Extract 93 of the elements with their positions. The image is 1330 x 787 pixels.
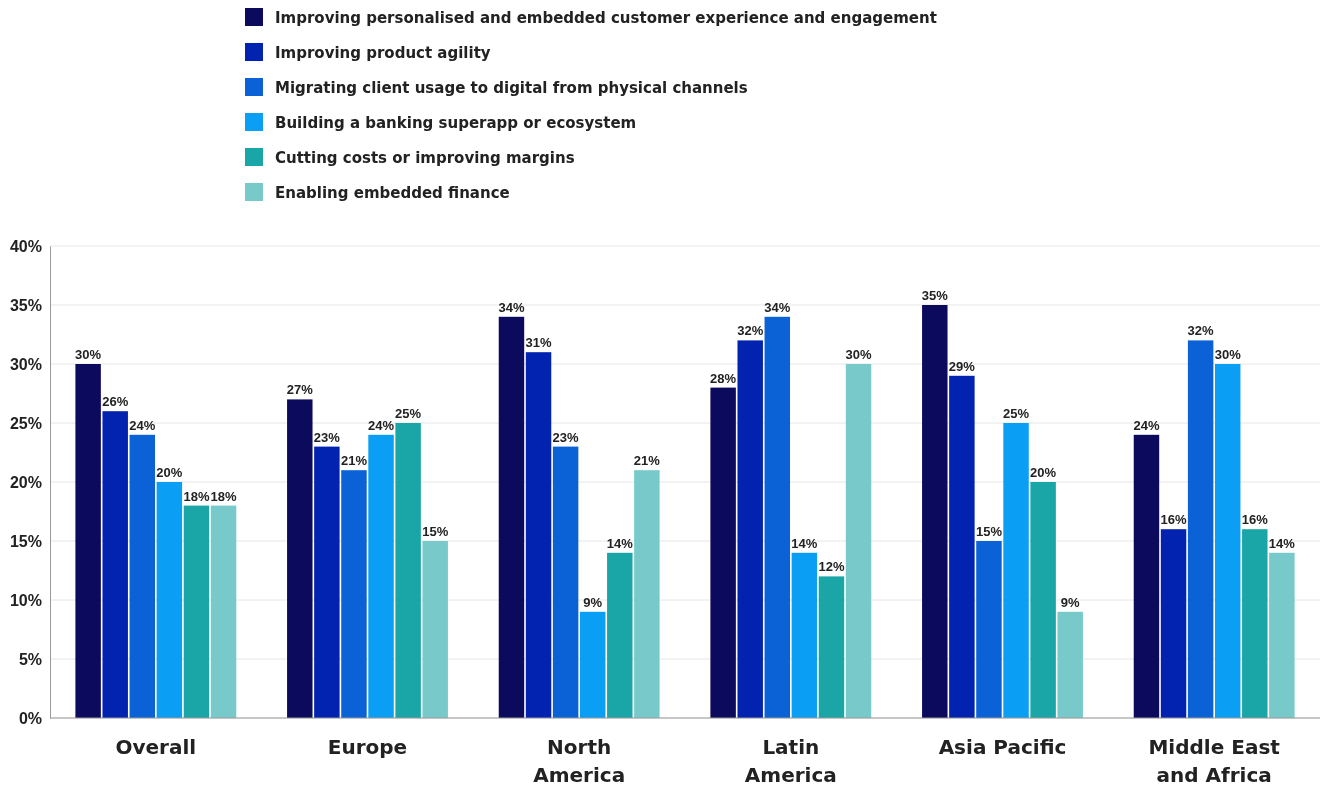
data-label: 27% xyxy=(286,382,314,398)
data-label: 20% xyxy=(156,465,183,480)
data-label: 34% xyxy=(764,299,791,315)
bar xyxy=(1003,423,1029,718)
x-tick-label: Latin America xyxy=(744,735,837,787)
x-tick-label: Middle East and Africa xyxy=(1148,735,1281,787)
data-label: 32% xyxy=(1187,323,1215,339)
data-label: 28% xyxy=(710,370,737,386)
y-tick-label: 40% xyxy=(9,237,42,255)
legend-label: Building a banking superapp or ecosystem xyxy=(275,114,637,132)
data-label: 18% xyxy=(183,488,210,504)
x-tick-label: Overall xyxy=(115,735,197,759)
y-tick-label: 15% xyxy=(9,532,42,550)
data-label: 30% xyxy=(845,347,872,362)
data-label: 21% xyxy=(340,453,368,469)
data-label: 29% xyxy=(948,358,976,374)
data-label: 14% xyxy=(1268,535,1296,551)
bar xyxy=(341,470,367,718)
bar xyxy=(791,552,818,718)
bar xyxy=(422,541,448,718)
data-label: 24% xyxy=(1133,417,1160,433)
bar xyxy=(552,446,579,718)
y-tick-label: 20% xyxy=(9,473,42,491)
bar xyxy=(525,352,552,718)
y-tick-label: 30% xyxy=(9,355,42,373)
bar xyxy=(368,434,394,718)
data-label: 21% xyxy=(633,453,661,469)
data-label: 14% xyxy=(791,535,818,551)
data-label: 30% xyxy=(75,347,102,362)
bar xyxy=(1214,364,1241,718)
y-tick-label: 0% xyxy=(18,709,42,727)
data-label: 34% xyxy=(498,299,525,315)
data-label: 12% xyxy=(818,559,845,575)
bar xyxy=(1269,552,1295,718)
data-label: 23% xyxy=(552,429,580,445)
bar xyxy=(210,505,237,718)
legend-label: Improving product agility xyxy=(275,44,491,62)
bar xyxy=(1057,611,1083,718)
bar xyxy=(607,552,633,718)
bar xyxy=(129,434,156,718)
data-label: 9% xyxy=(583,594,603,610)
data-label: 18% xyxy=(210,488,237,504)
y-tick-label: 5% xyxy=(18,650,42,668)
data-label: 24% xyxy=(368,417,395,433)
x-tick-label: Asia Pacific xyxy=(938,735,1067,759)
bar xyxy=(1133,434,1160,718)
data-label: 32% xyxy=(737,323,764,339)
legend-label: Migrating client usage to digital from physical channels xyxy=(275,79,748,97)
bar xyxy=(634,470,660,718)
x-tick-label: North America xyxy=(533,735,626,787)
bar xyxy=(1160,529,1187,718)
bar xyxy=(845,364,872,718)
data-label: 25% xyxy=(395,406,422,421)
y-tick-label: 25% xyxy=(9,414,42,432)
bar xyxy=(102,411,128,718)
data-label: 15% xyxy=(975,524,1003,539)
bar xyxy=(818,576,845,718)
data-label: 30% xyxy=(1214,347,1242,362)
data-label: 16% xyxy=(1160,512,1187,528)
bar xyxy=(498,316,525,718)
data-label: 26% xyxy=(102,394,129,410)
data-label: 25% xyxy=(1003,406,1030,421)
data-label: 35% xyxy=(921,288,949,303)
data-label: 23% xyxy=(313,429,341,445)
bar xyxy=(75,364,101,718)
data-label: 14% xyxy=(606,535,634,551)
bar xyxy=(183,505,210,718)
bar xyxy=(156,482,183,718)
data-label: 20% xyxy=(1030,465,1057,480)
bar xyxy=(287,399,313,718)
y-tick-label: 35% xyxy=(9,296,42,314)
data-label: 16% xyxy=(1241,512,1269,528)
data-label: 9% xyxy=(1060,594,1081,610)
x-tick-label: Europe xyxy=(327,735,408,759)
data-label: 31% xyxy=(525,335,552,351)
legend-label: Improving personalised and embedded customer experience and engagement xyxy=(275,9,937,27)
bar xyxy=(922,305,948,718)
legend-label: Cutting costs or improving margins xyxy=(275,149,575,167)
legend-label: Enabling embedded finance xyxy=(275,184,510,202)
bar xyxy=(737,340,763,718)
bar xyxy=(395,423,421,718)
bar xyxy=(1030,482,1056,718)
bar xyxy=(764,316,791,718)
bar xyxy=(1242,529,1268,718)
bar xyxy=(976,541,1002,718)
bar xyxy=(949,375,975,718)
data-label: 24% xyxy=(129,417,156,433)
bar xyxy=(1187,340,1214,718)
y-tick-label: 10% xyxy=(9,591,42,609)
bar xyxy=(579,611,606,718)
bar xyxy=(710,387,736,718)
bar xyxy=(314,446,340,718)
data-label: 15% xyxy=(422,524,449,539)
